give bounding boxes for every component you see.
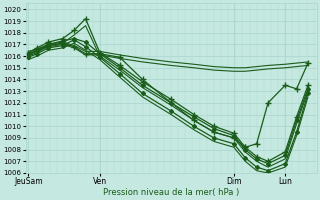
X-axis label: Pression niveau de la mer( hPa ): Pression niveau de la mer( hPa ) [103,188,239,197]
